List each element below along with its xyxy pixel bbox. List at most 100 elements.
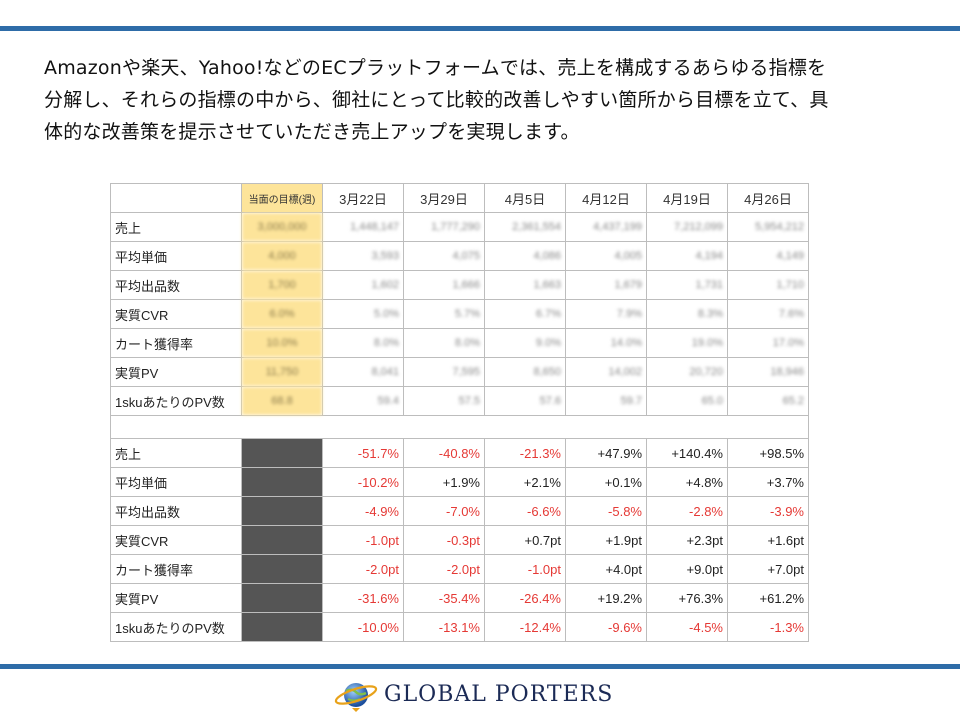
metric-label: 実質CVR [110, 299, 242, 329]
change-value: -4.9% [322, 496, 404, 526]
date-header: 4月12日 [565, 183, 647, 213]
change-label: 実質PV [110, 583, 242, 613]
metric-value: 8.0% [322, 328, 404, 358]
metric-value: 4,149 [727, 241, 809, 271]
metric-value: 1,448,147 [322, 212, 404, 242]
target-value: 6.0% [241, 299, 323, 329]
intro-line: 分解し、それらの指標の中から、御社にとって比較的改善しやすい箇所から目標を立て、… [44, 89, 829, 111]
metric-value: 59.7 [565, 386, 647, 416]
metric-value: 1,602 [322, 270, 404, 300]
change-value: +0.1% [565, 467, 647, 497]
change-label: 売上 [110, 438, 242, 468]
change-value: +1.6pt [727, 525, 809, 555]
change-value: -21.3% [484, 438, 566, 468]
change-value: -31.6% [322, 583, 404, 613]
kpi-table: 当面の目標(週) 3月22日 3月29日 4月5日 4月12日 4月19日 4月26日 売上 3… [110, 183, 809, 642]
target-dark-cell [241, 612, 323, 642]
metric-value: 5,954,212 [727, 212, 809, 242]
logo-text: GLOBAL PORTERS [384, 682, 614, 707]
table-row: 実質CVR -1.0pt -0.3pt +0.7pt +1.9pt +2.3pt +1.6p… [110, 525, 809, 555]
table-row: 実質CVR 6.0% 5.0% 5.7% 6.7% 7.9% 8.3% 7.6% [110, 299, 809, 329]
change-value: -1.3% [727, 612, 809, 642]
metric-value: 1,710 [727, 270, 809, 300]
date-header: 4月5日 [484, 183, 566, 213]
metric-value: 1,777,290 [403, 212, 485, 242]
change-label: 1skuあたりのPV数 [110, 612, 242, 642]
target-value: 68.8 [241, 386, 323, 416]
change-value: -9.6% [565, 612, 647, 642]
change-value: +4.0pt [565, 554, 647, 584]
target-dark-cell [241, 554, 323, 584]
change-label: 平均出品数 [110, 496, 242, 526]
table-row: 1skuあたりのPV数 68.8 59.4 57.5 57.6 59.7 65.0 65.2 [110, 386, 809, 416]
change-value: +1.9pt [565, 525, 647, 555]
change-label: カート獲得率 [110, 554, 242, 584]
metric-value: 4,437,199 [565, 212, 647, 242]
change-value: +2.1% [484, 467, 566, 497]
change-value: -4.5% [646, 612, 728, 642]
company-logo: GLOBAL PORTERS [334, 678, 634, 712]
change-value: -7.0% [403, 496, 485, 526]
change-value: +3.7% [727, 467, 809, 497]
change-value: +140.4% [646, 438, 728, 468]
metric-value: 5.7% [403, 299, 485, 329]
target-value: 3,000,000 [241, 212, 323, 242]
kpi-table-body: 当面の目標(週) 3月22日 3月29日 4月5日 4月12日 4月19日 4月26日 売上 3… [110, 183, 809, 642]
change-value: +9.0pt [646, 554, 728, 584]
change-value: +61.2% [727, 583, 809, 613]
globe-icon [334, 683, 378, 712]
metric-label: 平均出品数 [110, 270, 242, 300]
metric-value: 59.4 [322, 386, 404, 416]
metric-value: 57.5 [403, 386, 485, 416]
bottom-accent-bar [0, 664, 960, 669]
target-dark-cell [241, 583, 323, 613]
change-value: +2.3pt [646, 525, 728, 555]
change-value: +0.7pt [484, 525, 566, 555]
intro-line: 体的な改善策を提示させていただき売上アップを実現します。 [44, 121, 580, 143]
date-header: 3月22日 [322, 183, 404, 213]
table-row: カート獲得率 -2.0pt -2.0pt -1.0pt +4.0pt +9.0pt +7.0… [110, 554, 809, 584]
metric-value: 8.0% [403, 328, 485, 358]
change-value: +98.5% [727, 438, 809, 468]
change-value: -26.4% [484, 583, 566, 613]
change-value: +7.0pt [727, 554, 809, 584]
metric-label: 実質PV [110, 357, 242, 387]
table-row: 1skuあたりのPV数 -10.0% -13.1% -12.4% -9.6% -4.5% -… [110, 612, 809, 642]
change-value: +19.2% [565, 583, 647, 613]
table-row: 平均単価 4,000 3,593 4,075 4,086 4,005 4,194 4,149 [110, 241, 809, 271]
metric-value: 7,212,099 [646, 212, 728, 242]
metric-value: 6.7% [484, 299, 566, 329]
metric-value: 20,720 [646, 357, 728, 387]
metric-value: 18,946 [727, 357, 809, 387]
target-value: 10.0% [241, 328, 323, 358]
metric-value: 7,595 [403, 357, 485, 387]
change-value: +76.3% [646, 583, 728, 613]
metric-label: カート獲得率 [110, 328, 242, 358]
change-value: -5.8% [565, 496, 647, 526]
metric-value: 3,593 [322, 241, 404, 271]
metric-label: 1skuあたりのPV数 [110, 386, 242, 416]
date-header: 4月19日 [646, 183, 728, 213]
metric-value: 7.6% [727, 299, 809, 329]
change-value: -40.8% [403, 438, 485, 468]
change-value: -10.0% [322, 612, 404, 642]
metric-value: 2,361,554 [484, 212, 566, 242]
metric-value: 17.0% [727, 328, 809, 358]
change-value: -0.3pt [403, 525, 485, 555]
intro-text: Amazonや楽天、Yahoo!などのECプラットフォームでは、売上を構成するあ… [44, 52, 924, 148]
change-value: -1.0pt [322, 525, 404, 555]
change-value: +1.9% [403, 467, 485, 497]
metric-value: 57.6 [484, 386, 566, 416]
change-value: +4.8% [646, 467, 728, 497]
target-dark-cell [241, 467, 323, 497]
table-row: 売上 -51.7% -40.8% -21.3% +47.9% +140.4% +98.5% [110, 438, 809, 468]
metric-value: 8.3% [646, 299, 728, 329]
change-value: -10.2% [322, 467, 404, 497]
target-dark-cell [241, 496, 323, 526]
target-value: 11,750 [241, 357, 323, 387]
target-dark-cell [241, 525, 323, 555]
metric-value: 1,666 [403, 270, 485, 300]
metric-value: 65.0 [646, 386, 728, 416]
table-row: 実質PV 11,750 8,041 7,595 8,650 14,002 20,720 18,… [110, 357, 809, 387]
spacer-cell [110, 415, 809, 439]
